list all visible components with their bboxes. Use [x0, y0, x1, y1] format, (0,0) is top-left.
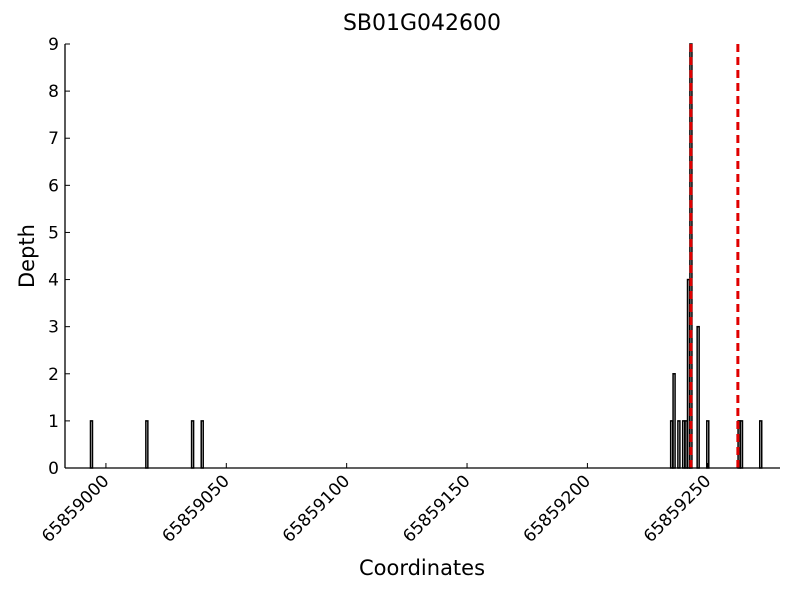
- y-axis-label: Depth: [15, 224, 39, 288]
- y-tick-label: 4: [48, 271, 59, 291]
- chart-title: SB01G042600: [343, 11, 501, 36]
- y-tick-label: 6: [48, 176, 59, 196]
- y-tick-label: 1: [48, 412, 59, 432]
- y-tick-label: 7: [48, 129, 59, 149]
- y-tick-label: 9: [48, 35, 59, 55]
- y-tick-label: 2: [48, 365, 59, 385]
- y-tick-label: 3: [48, 318, 59, 338]
- y-tick-label: 8: [48, 82, 59, 102]
- y-tick-label: 5: [48, 223, 59, 243]
- x-axis-label: Coordinates: [359, 556, 485, 580]
- y-tick-label: 0: [48, 459, 59, 479]
